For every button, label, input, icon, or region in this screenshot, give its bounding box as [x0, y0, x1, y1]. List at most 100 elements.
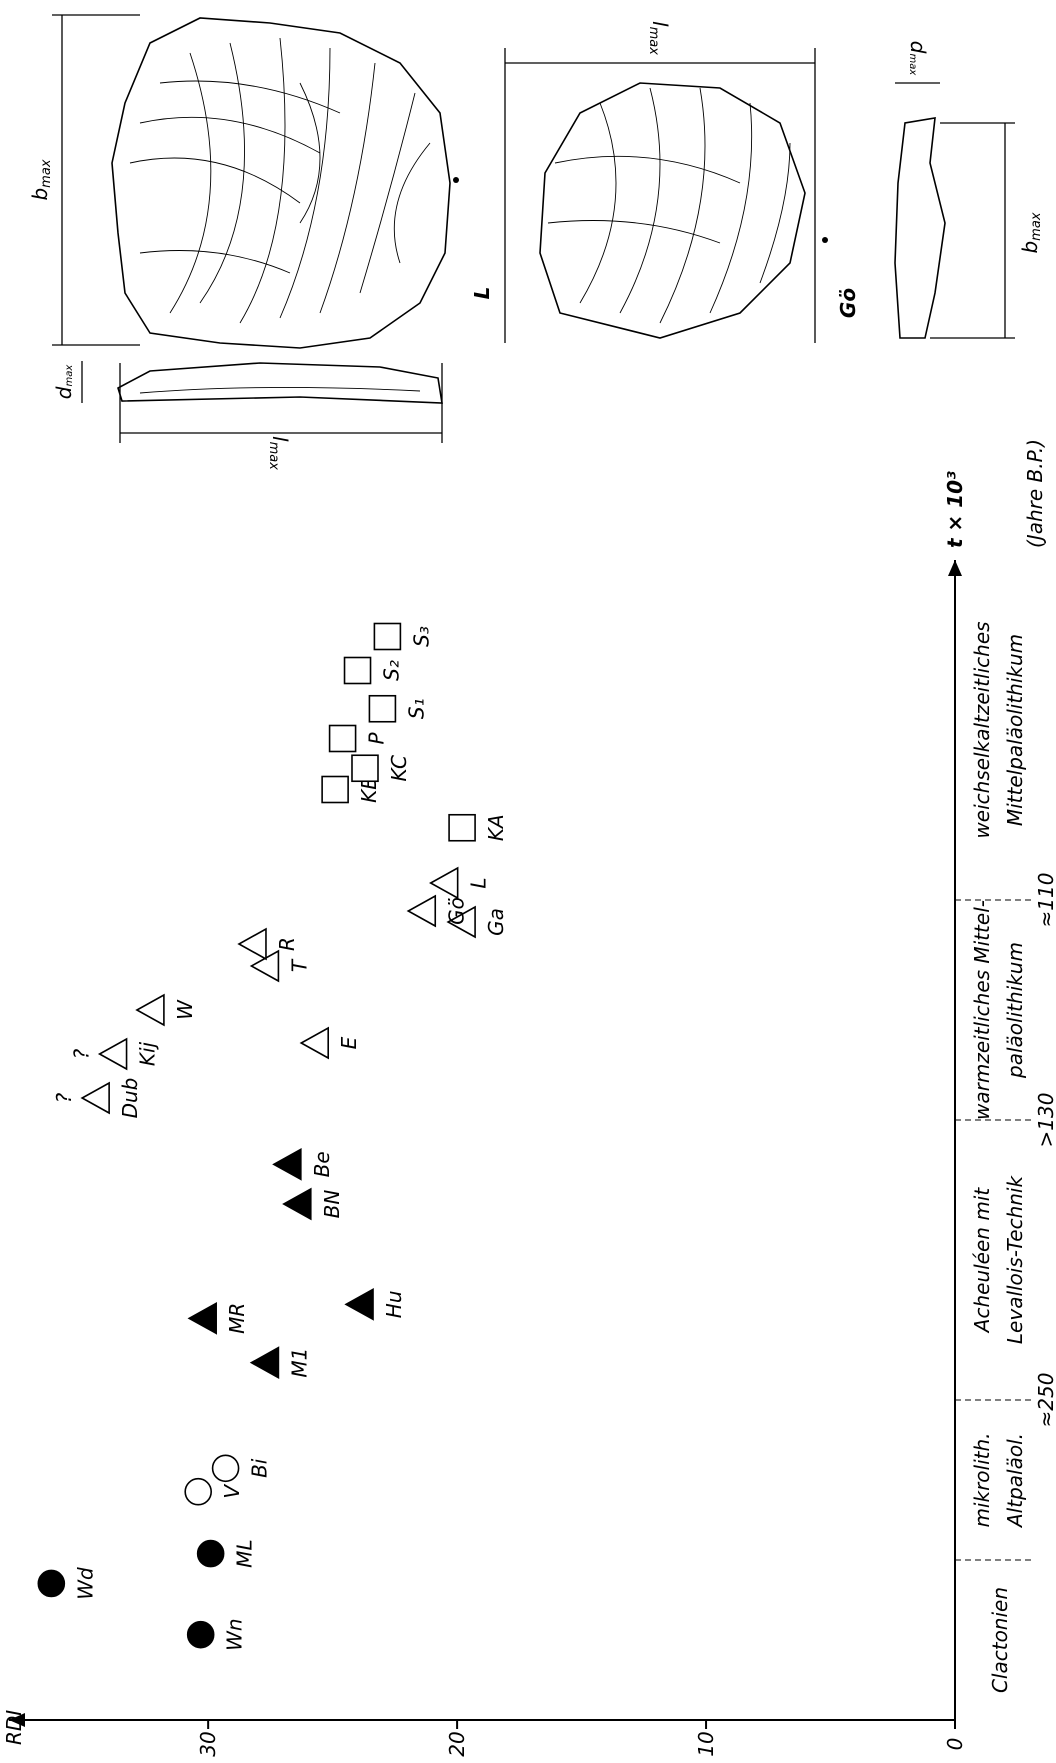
dim-subscript: max [64, 365, 75, 387]
dot [453, 177, 459, 183]
point-label: E [337, 1036, 361, 1049]
point-label: V [220, 1484, 244, 1499]
dim-symbol: b [28, 188, 52, 201]
dimension-label: bmax [28, 159, 54, 200]
y-tick-label: 10 [694, 1731, 718, 1756]
point-label: KA [484, 814, 508, 841]
point [249, 1346, 280, 1380]
point [406, 894, 437, 928]
period-label: Acheuléen mit [970, 1187, 994, 1335]
point-label: S₂ [380, 660, 404, 681]
point-label: KC [387, 755, 411, 782]
y-tick-label: 20 [445, 1731, 469, 1756]
point-label: Wn [223, 1618, 247, 1650]
point [196, 1539, 225, 1568]
dimension-label: bmax [1018, 212, 1044, 253]
dimension-label: dmax [52, 365, 76, 400]
point-label: S₁ [404, 698, 428, 719]
tool-outline [111, 17, 451, 349]
point-label: Gö [444, 897, 468, 925]
point [344, 1287, 374, 1321]
period-label: weichselkaltzeitliches [970, 621, 994, 838]
point [80, 1081, 110, 1115]
point-label: Dub [118, 1078, 142, 1119]
figure-label: Gö [836, 288, 860, 318]
dot [822, 237, 828, 243]
point-label: BN [320, 1190, 344, 1219]
point-note: ? [52, 1092, 76, 1103]
point-label: MR [225, 1303, 249, 1334]
tool-hatching [129, 37, 431, 324]
point [321, 775, 349, 804]
tool-drawings: bmax lmax dmax L lmax [28, 14, 1044, 470]
period-label: Clactonien [988, 1587, 1012, 1693]
point [37, 1569, 66, 1598]
point [351, 754, 379, 783]
period-label: warmzeitliches Mittel- [970, 900, 994, 1120]
point-label: W [173, 999, 197, 1020]
y-tick-label: 30 [196, 1731, 220, 1756]
dimension-label: lmax [647, 21, 673, 55]
point-note: ? [70, 1048, 94, 1059]
point [97, 1037, 128, 1071]
figure-label: L [470, 287, 494, 300]
period-label: Mittelpaläolithikum [1003, 634, 1027, 826]
tool-profile [894, 117, 946, 339]
tool-outline [539, 82, 806, 339]
point-label: S₃ [409, 626, 433, 647]
point [429, 866, 459, 900]
x-axis-label: t × 10³ [943, 471, 967, 548]
point [135, 993, 165, 1027]
point [368, 694, 397, 723]
point-label: T [287, 958, 311, 972]
dim-subscript: max [1029, 212, 1044, 241]
point-label: P [365, 732, 389, 745]
dimension-label: dmax [906, 41, 930, 76]
point-label: Bi [248, 1458, 272, 1478]
x-tick-label: ≈250 [1034, 1373, 1056, 1428]
point [186, 1620, 215, 1649]
dim-subscript: max [39, 159, 54, 188]
point-label: Be [310, 1151, 334, 1177]
dimension-label: lmax [267, 436, 293, 470]
point [184, 1477, 212, 1506]
point [299, 1026, 330, 1060]
point [446, 905, 476, 939]
dim-symbol: d [52, 386, 76, 399]
y-tick-label: 0 [943, 1738, 967, 1751]
point [448, 813, 476, 842]
point-label: Ga [484, 908, 508, 936]
dim-subscript: max [647, 27, 662, 56]
dim-subscript: max [908, 53, 919, 75]
period-label: mikrolith. [970, 1432, 994, 1527]
x-tick-label: >130 [1034, 1093, 1056, 1148]
point-label: R [275, 937, 299, 951]
rotated-chart: bmax lmax dmax L lmax [2, 14, 1056, 1757]
x-tick-label: ≈110 [1034, 873, 1056, 928]
point-label: Kij [136, 1041, 160, 1066]
point [373, 622, 402, 651]
y-axis-arrow [9, 1713, 25, 1727]
plot: RDI t × 10³ (Jahre B.P.) 0102030≈250>130… [2, 439, 1056, 1757]
point [211, 1454, 240, 1483]
point-label: Hu [382, 1290, 406, 1318]
dim-symbol: l [268, 436, 292, 442]
tool-hatching [547, 87, 791, 324]
point-label: M1 [287, 1348, 311, 1378]
point [187, 1301, 217, 1335]
dim-symbol: b [1018, 241, 1042, 254]
point [272, 1147, 302, 1181]
point-label: L [467, 877, 491, 888]
period-label: Levallois-Technik [1003, 1175, 1027, 1345]
period-label: Altpaläol. [1003, 1433, 1027, 1529]
point-label: Wd [73, 1567, 97, 1600]
x-axis-arrow [948, 560, 962, 576]
dim-symbol: l [648, 21, 672, 27]
dim-symbol: d [906, 41, 930, 54]
point [237, 927, 267, 961]
period-label: paläolithikum [1003, 942, 1027, 1079]
point [282, 1187, 312, 1221]
point [328, 724, 357, 753]
tool-profile [117, 362, 443, 404]
